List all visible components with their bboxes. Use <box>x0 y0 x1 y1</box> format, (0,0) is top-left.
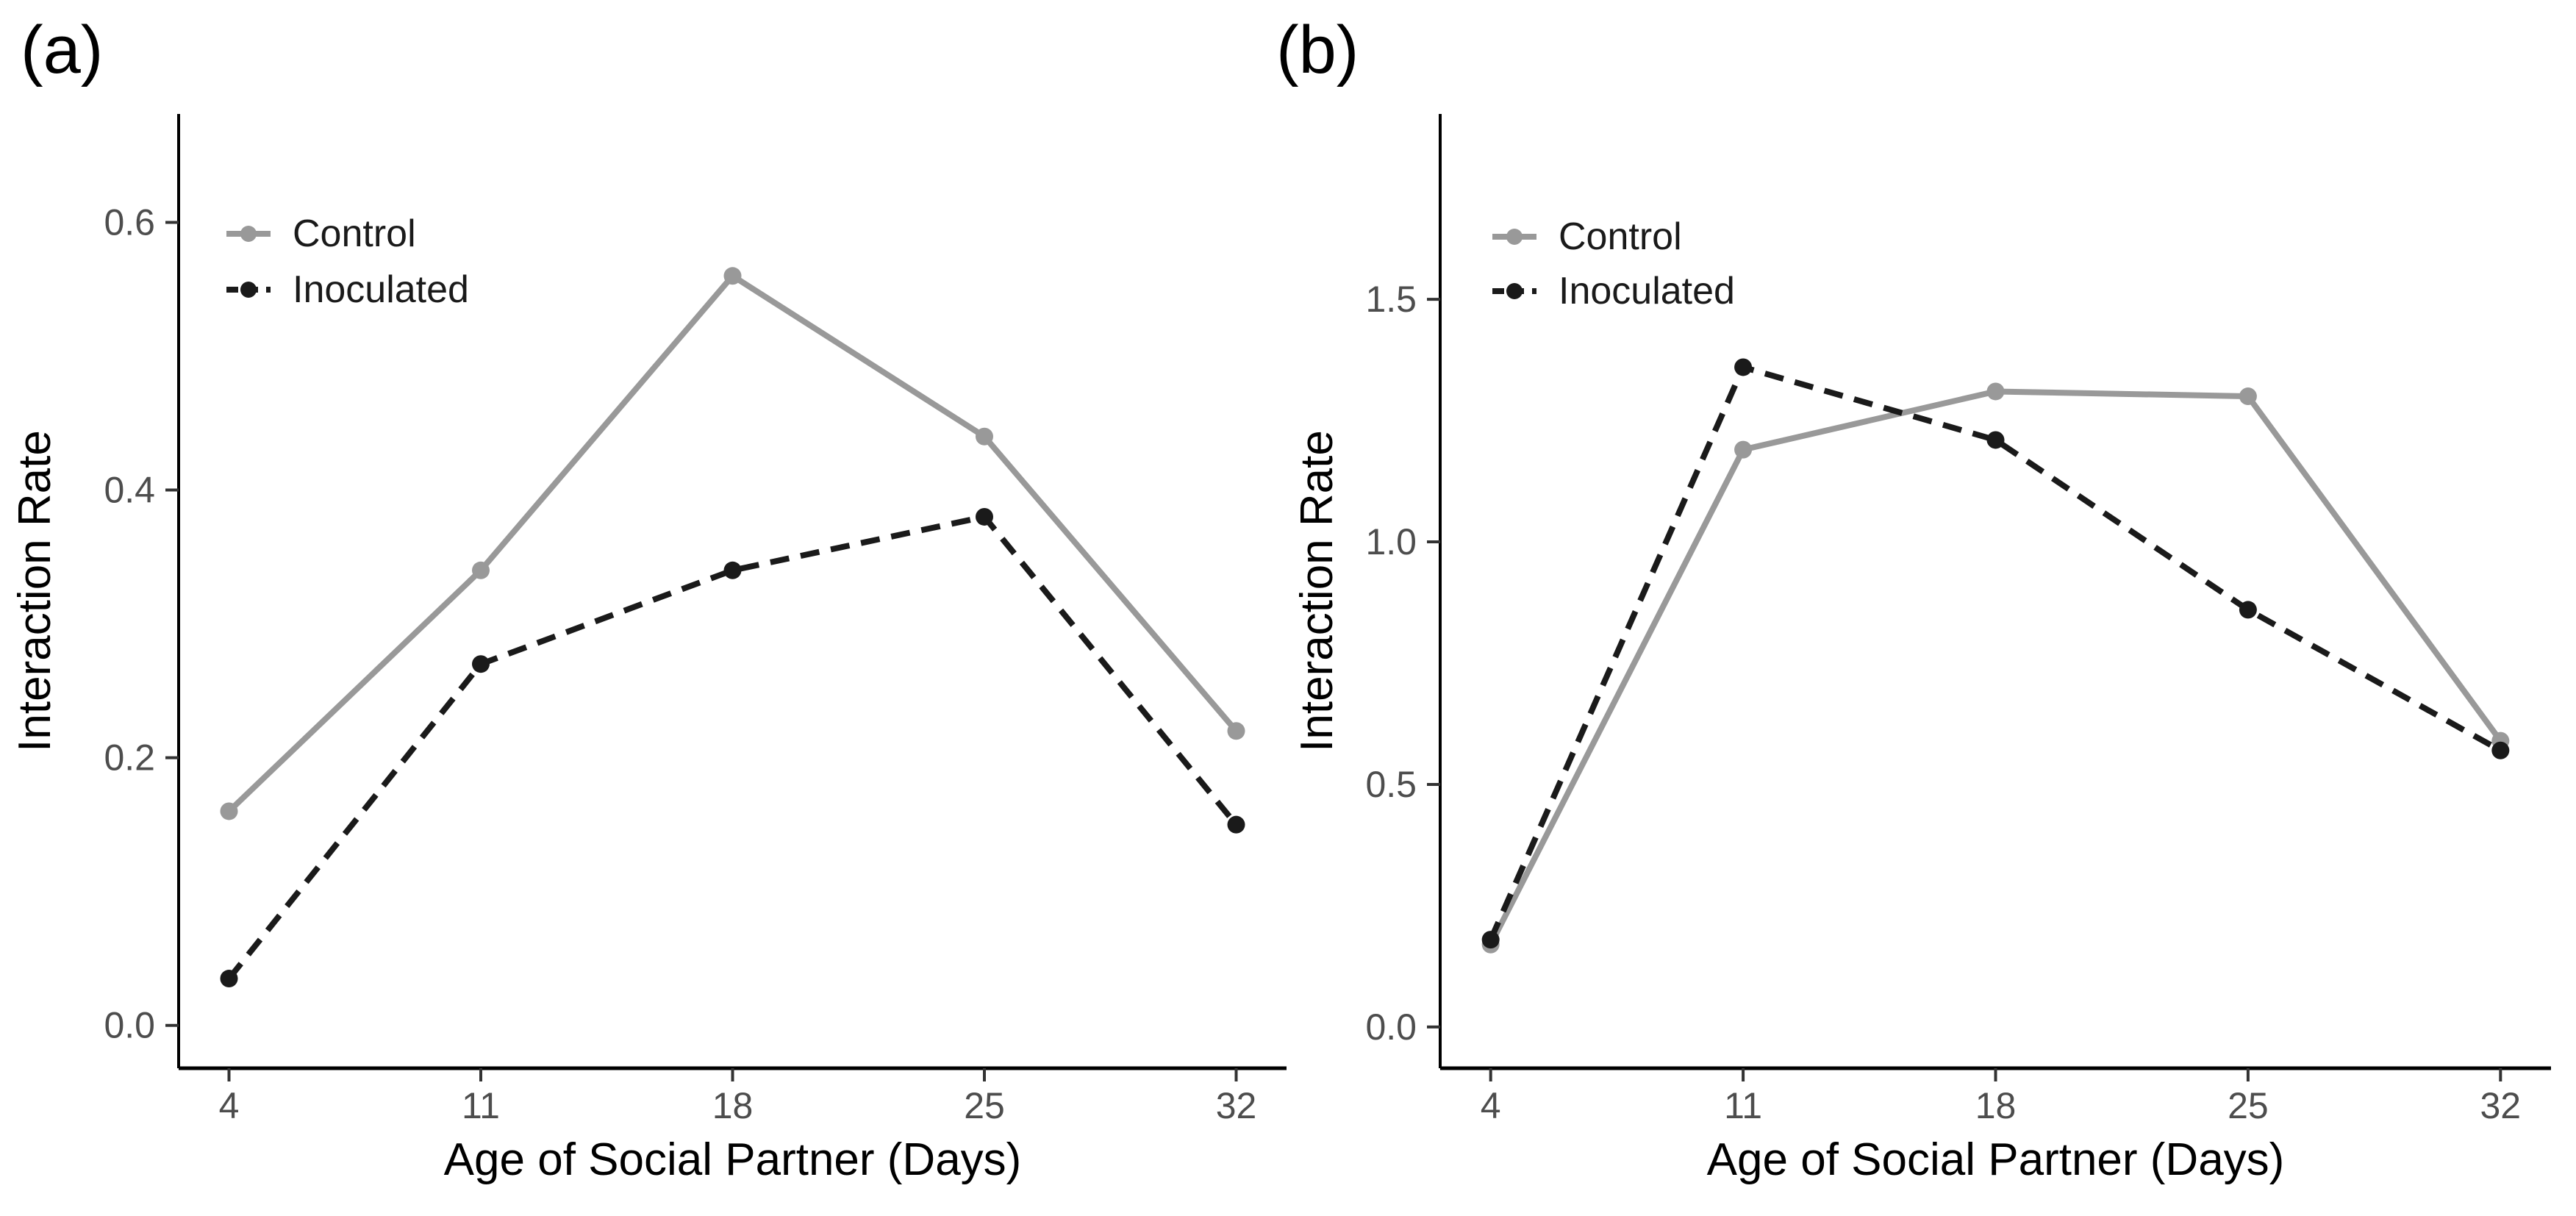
control-legend-label: Control <box>293 212 416 255</box>
inoculated-point <box>1734 358 1753 376</box>
x-tick-label: 32 <box>2480 1085 2522 1126</box>
inoculated-legend-key-point <box>240 282 257 298</box>
control-point <box>723 267 742 285</box>
inoculated-point <box>976 507 993 526</box>
y-axis-title: Interaction Rate <box>10 430 60 752</box>
inoculated-legend-key-point <box>1506 283 1523 299</box>
control-point <box>1227 722 1245 740</box>
inoculated-point <box>220 970 238 988</box>
panel-a: (a) 0.0 0.2 0.4 0.6 4 11 18 25 32 Age of Social P… <box>10 12 1287 1185</box>
x-tick-label: 32 <box>1216 1085 1257 1126</box>
control-point <box>1986 382 2005 401</box>
inoculated-legend-label: Inoculated <box>1559 270 1735 312</box>
y-tick-label: 0.4 <box>104 470 155 511</box>
inoculated-point <box>1481 931 1500 949</box>
y-axis-title: Interaction Rate <box>1292 430 1342 752</box>
x-tick-label: 11 <box>462 1085 500 1126</box>
control-legend-key-point <box>240 226 257 242</box>
inoculated-point <box>723 561 742 579</box>
y-tick-label: 0.5 <box>1365 764 1417 805</box>
x-tick-label: 4 <box>1481 1085 1501 1126</box>
control-point <box>472 561 490 579</box>
panel-b-chart: 0.0 0.5 1.0 1.5 4 11 18 25 32 Age of Social Partn… <box>1292 114 2551 1185</box>
inoculated-point <box>2239 601 2257 619</box>
inoculated-point <box>472 655 490 673</box>
panel-b: (b) 0.0 0.5 1.0 1.5 4 11 18 25 32 Age of Social P… <box>1276 0 2576 1216</box>
x-tick-label: 11 <box>1724 1085 1762 1126</box>
x-tick-label: 25 <box>964 1085 1005 1126</box>
inoculated-legend-label: Inoculated <box>293 268 469 311</box>
x-tick-label: 4 <box>219 1085 240 1126</box>
panel-a-chart: 0.0 0.2 0.4 0.6 4 11 18 25 32 Age of Social Partn… <box>10 114 1287 1185</box>
x-tick-label: 18 <box>712 1085 754 1126</box>
y-tick-label: 1.0 <box>1365 521 1417 562</box>
control-legend-key-point <box>1506 229 1523 245</box>
control-point <box>976 427 993 446</box>
x-tick-label: 18 <box>1975 1085 2017 1126</box>
panel-b-label: (b) <box>1276 12 1359 87</box>
inoculated-line <box>226 513 1239 981</box>
y-tick-label: 1.5 <box>1365 279 1417 320</box>
control-point <box>1734 440 1753 459</box>
control-line <box>226 272 1239 814</box>
y-tick-label: 0.0 <box>1365 1006 1417 1048</box>
panel-a-label: (a) <box>21 12 104 87</box>
y-tick-label: 0.2 <box>104 737 155 779</box>
control-point <box>2239 387 2257 406</box>
inoculated-point <box>1986 431 2005 449</box>
control-point <box>220 802 238 820</box>
x-tick-label: 25 <box>2228 1085 2269 1126</box>
x-axis-title: Age of Social Partner (Days) <box>1707 1134 2285 1185</box>
control-legend-label: Control <box>1559 215 1682 258</box>
y-tick-label: 0.0 <box>104 1005 155 1046</box>
x-axis-title: Age of Social Partner (Days) <box>444 1134 1022 1185</box>
inoculated-point <box>1227 815 1245 834</box>
inoculated-point <box>2491 741 2510 759</box>
y-tick-label: 0.6 <box>104 201 155 243</box>
inoculated-line <box>1488 363 2502 941</box>
